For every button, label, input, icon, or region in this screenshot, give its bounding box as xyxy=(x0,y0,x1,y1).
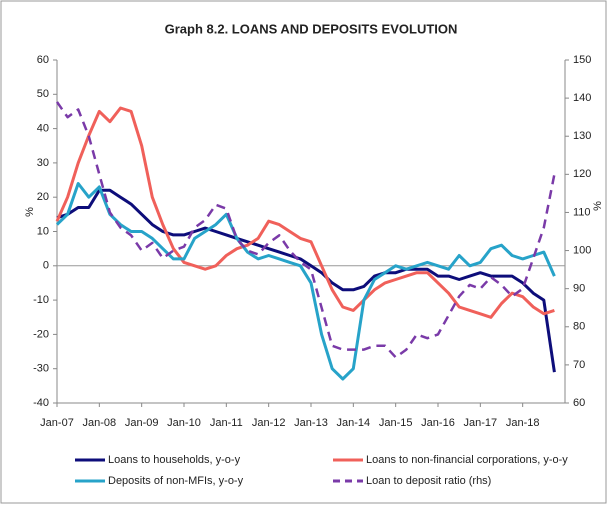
y-tick-label: 40 xyxy=(37,123,49,135)
y2-tick-label: 100 xyxy=(573,244,591,256)
y-tick-label: -30 xyxy=(33,363,49,375)
y2-tick-label: 140 xyxy=(573,92,591,104)
y2-tick-label: 60 xyxy=(573,397,585,409)
x-tick-label: Jan-11 xyxy=(210,417,243,429)
x-tick-label: Jan-14 xyxy=(337,417,371,429)
legend-label: Loans to non-financial corporations, y-o… xyxy=(366,454,568,466)
series-line xyxy=(55,182,556,381)
y2-tick-label: 130 xyxy=(573,130,591,142)
y-tick-label: 60 xyxy=(37,54,49,66)
y-tick-label: 30 xyxy=(37,157,49,169)
chart-title: Graph 8.2. LOANS AND DEPOSITS EVOLUTION xyxy=(165,21,458,36)
x-tick-label: Jan-15 xyxy=(379,417,413,429)
legend-label: Loan to deposit ratio (rhs) xyxy=(366,475,491,487)
x-tick-label: Jan-12 xyxy=(252,417,286,429)
x-tick-label: Jan-08 xyxy=(83,417,117,429)
y-tick-label: 20 xyxy=(37,191,49,203)
y-axis-label: % xyxy=(24,207,36,217)
y2-tick-label: 90 xyxy=(573,283,585,295)
y-tick-label: -20 xyxy=(33,328,49,340)
y-tick-label: -10 xyxy=(33,294,49,306)
x-tick-label: Jan-18 xyxy=(506,417,540,429)
y2-tick-label: 110 xyxy=(573,206,591,218)
y2-tick-label: 120 xyxy=(573,168,591,180)
y-tick-label: -40 xyxy=(33,397,49,409)
x-tick-label: Jan-10 xyxy=(167,417,201,429)
x-tick-label: Jan-17 xyxy=(464,417,498,429)
x-tick-label: Jan-13 xyxy=(294,417,328,429)
series-line xyxy=(55,106,555,319)
x-tick-label: Jan-09 xyxy=(125,417,159,429)
chart-border xyxy=(0,0,607,504)
legend-label: Deposits of non-MFIs, y-o-y xyxy=(108,475,244,487)
series-line xyxy=(55,101,556,359)
y-tick-label: 10 xyxy=(37,225,49,237)
x-tick-label: Jan-07 xyxy=(40,417,74,429)
legend-label: Loans to households, y-o-y xyxy=(108,454,241,466)
y2-tick-label: 80 xyxy=(573,321,585,333)
y2-tick-label: 70 xyxy=(573,359,585,371)
y2-axis-label: % xyxy=(592,201,604,211)
y2-tick-label: 150 xyxy=(573,54,591,66)
x-tick-label: Jan-16 xyxy=(421,417,455,429)
series-line xyxy=(56,188,556,373)
y-tick-label: 50 xyxy=(37,88,49,100)
y-tick-label: 0 xyxy=(43,260,49,272)
